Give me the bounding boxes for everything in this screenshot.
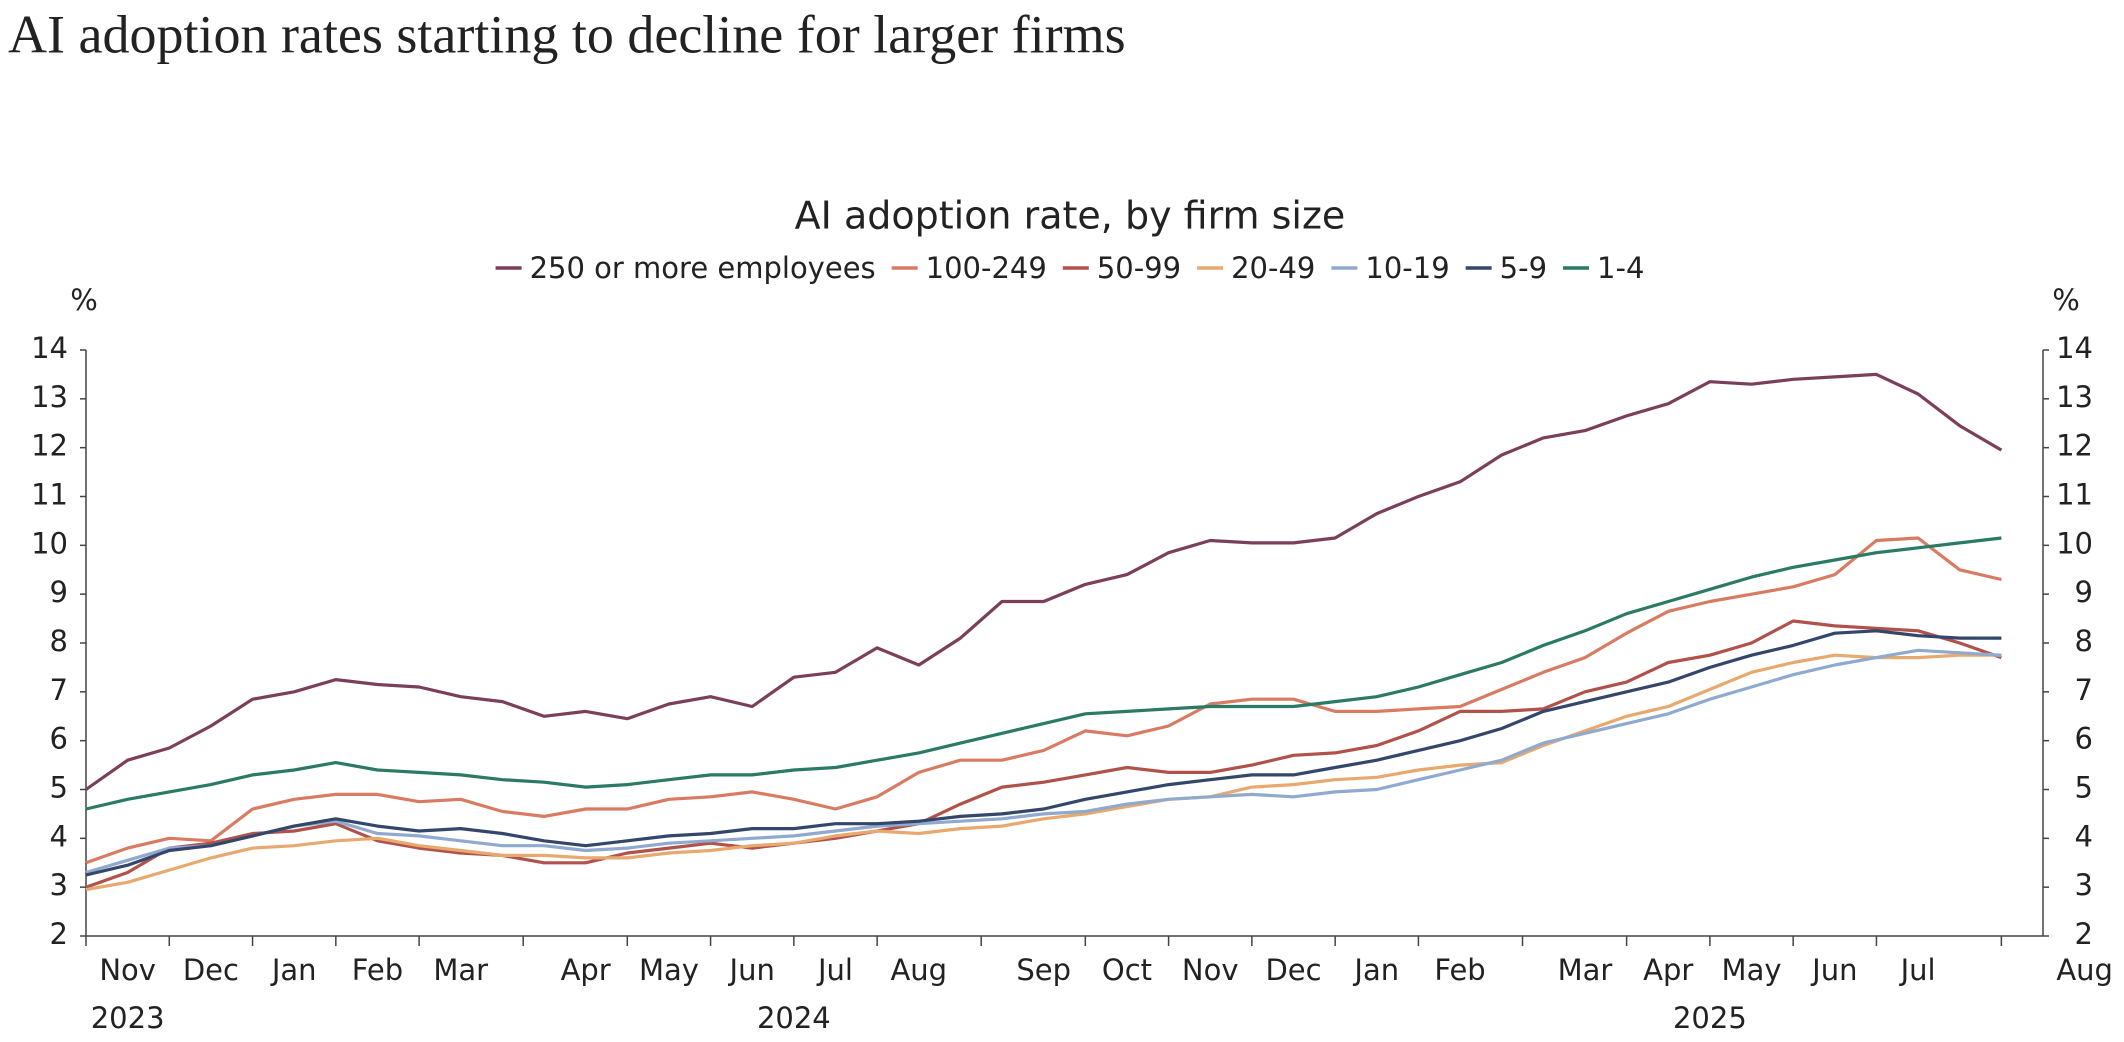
x-tick-label: Feb [352, 953, 403, 987]
legend-label: 20-49 [1231, 251, 1315, 285]
y2-tick-label: 11 [2056, 478, 2093, 512]
x-tick-label: Sep [1016, 953, 1071, 987]
x-tick-label: Jul [816, 953, 853, 987]
x-tick-label: Apr [561, 953, 611, 987]
y-tick-label: 6 [50, 722, 68, 756]
page-title: AI adoption rates starting to decline fo… [8, 4, 1126, 64]
y2-tick-label: 10 [2056, 526, 2093, 560]
series-line [85, 648, 2002, 875]
x-tick-label: Jan [270, 953, 317, 987]
x-tick-label: Nov [1182, 953, 1239, 987]
x-tick-label: Nov [99, 953, 156, 987]
x-tick-label: Feb [1434, 953, 1485, 987]
y-tick-label: 2 [50, 917, 68, 951]
x-tick-label: Mar [433, 953, 488, 987]
y-tick-label: 14 [31, 331, 68, 365]
y-tick-label: 10 [31, 526, 68, 560]
x-tick-label: Aug [2056, 953, 2113, 987]
y-tick-label: 7 [50, 673, 68, 707]
x-year-label: 2023 [91, 1001, 165, 1035]
y2-tick-label: 5 [2075, 771, 2093, 805]
y2-tick-label: 12 [2056, 429, 2093, 463]
y2-tick-label: 9 [2075, 575, 2093, 609]
legend-label: 1-4 [1597, 251, 1644, 285]
y2-tick-label: 2 [2075, 917, 2093, 951]
y-tick-label: 12 [31, 429, 68, 463]
y-tick-label: 4 [50, 819, 68, 853]
legend-label: 50-99 [1097, 251, 1181, 285]
y2-tick-label: 6 [2075, 722, 2093, 756]
x-tick-label: Mar [1558, 953, 1613, 987]
series-line [85, 372, 2003, 791]
legend-label: 250 or more employees [530, 251, 876, 285]
x-tick-label: Dec [1265, 953, 1321, 987]
legend-label: 5-9 [1500, 251, 1547, 285]
y2-tick-label: 4 [2075, 819, 2093, 853]
y2-tick-label: 14 [2056, 331, 2093, 365]
y2-tick-label: 13 [2056, 380, 2093, 414]
x-tick-label: May [1722, 953, 1782, 987]
x-tick-label: Jan [1352, 953, 1399, 987]
series-line [85, 536, 2002, 811]
series-line [85, 629, 2002, 877]
y2-tick-label: 3 [2075, 868, 2093, 902]
y-tick-label: 5 [50, 771, 68, 805]
y2-tick-label: 8 [2075, 624, 2093, 658]
y2-tick-label: 7 [2075, 673, 2093, 707]
x-tick-label: Apr [1643, 953, 1693, 987]
series-line [85, 653, 2002, 892]
x-year-label: 2024 [757, 1001, 831, 1035]
x-tick-label: May [639, 953, 699, 987]
x-tick-label: Jul [1899, 953, 1936, 987]
x-year-label: 2025 [1673, 1001, 1747, 1035]
series-line [85, 619, 2002, 889]
x-tick-label: Jun [728, 953, 775, 987]
legend-label: 10-19 [1365, 251, 1449, 285]
y-tick-label: 3 [50, 868, 68, 902]
x-tick-label: Jun [1810, 953, 1857, 987]
y-tick-label: 11 [31, 478, 68, 512]
series-line [85, 536, 2002, 865]
y-tick-label: 8 [50, 624, 68, 658]
x-tick-label: Aug [890, 953, 947, 987]
x-tick-label: Dec [183, 953, 239, 987]
y-tick-label: 9 [50, 575, 68, 609]
y2-axis-label: % [2052, 283, 2080, 317]
y-axis-label: % [70, 283, 98, 317]
y-tick-label: 13 [31, 380, 68, 414]
legend-label: 100-249 [926, 251, 1047, 285]
x-tick-label: Oct [1102, 953, 1152, 987]
chart-title: AI adoption rate, by firm size [795, 194, 1346, 238]
